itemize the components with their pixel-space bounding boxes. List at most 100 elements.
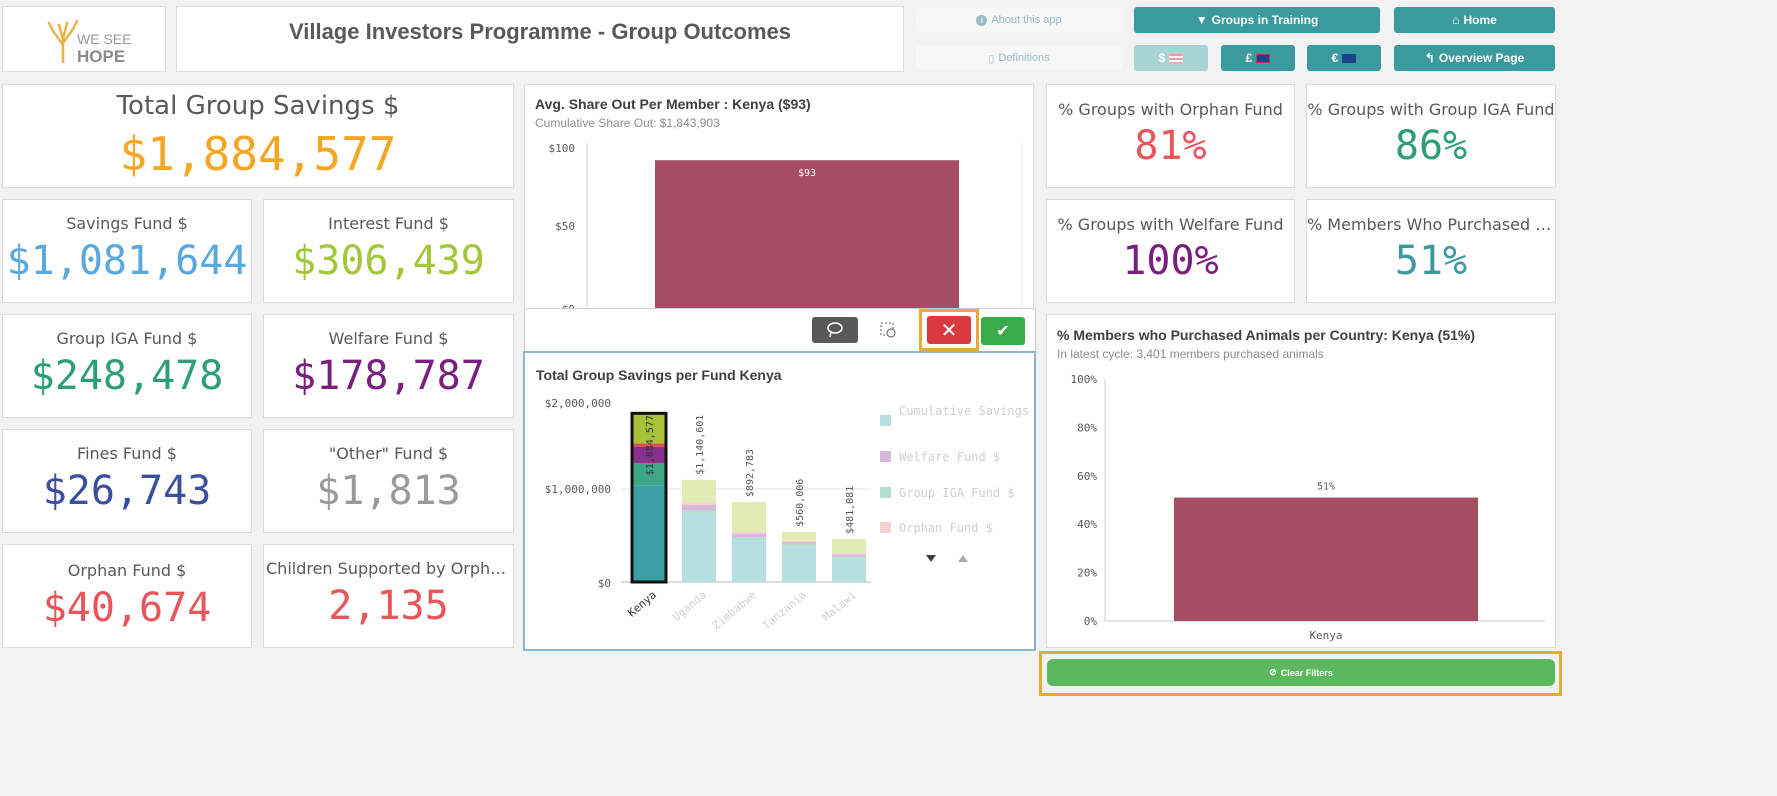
legend-label[interactable]: Cumulative Savings by Groups $ bbox=[899, 404, 1035, 418]
kpi-value: $248,478 bbox=[30, 353, 224, 399]
clear-filters-button[interactable]: ⊘ Clear Filters bbox=[1047, 659, 1555, 686]
share-out-chart-card[interactable]: Avg. Share Out Per Member : Kenya ($93) … bbox=[524, 84, 1034, 315]
kpi-welfare-fund: Welfare Fund $ $178,787 bbox=[263, 314, 514, 418]
filter-icon: ▼ bbox=[1195, 13, 1208, 27]
legend-label[interactable]: Welfare Fund $ bbox=[899, 450, 1000, 464]
groups-in-training-button[interactable]: ▼ Groups in Training bbox=[1134, 7, 1380, 33]
stack-segment[interactable] bbox=[632, 443, 666, 447]
select-values-button[interactable] bbox=[876, 317, 900, 343]
stack-segment[interactable] bbox=[782, 541, 816, 544]
kpi-pct-welfare: % Groups with Welfare Fund 100% bbox=[1046, 199, 1295, 303]
kpi-label: Savings Fund $ bbox=[66, 214, 188, 233]
x-tick-label: Kenya bbox=[1309, 629, 1342, 642]
y-tick-label: $2,000,000 bbox=[545, 397, 611, 410]
stack-segment[interactable] bbox=[732, 531, 766, 534]
bar-label: 51% bbox=[1317, 482, 1335, 493]
currency-gbp-button[interactable]: £ bbox=[1221, 45, 1295, 71]
stack-segment[interactable] bbox=[632, 462, 666, 486]
chart-subtitle: Cumulative Share Out: $1,843,903 bbox=[535, 116, 720, 130]
stack-segment[interactable] bbox=[632, 485, 666, 582]
stack-segment[interactable] bbox=[782, 540, 816, 542]
definitions-button[interactable]: ▯ Definitions bbox=[916, 46, 1122, 70]
kpi-savings-fund: Savings Fund $ $1,081,644 bbox=[2, 199, 252, 303]
stack-segment[interactable] bbox=[632, 446, 666, 463]
stack-segment[interactable] bbox=[682, 513, 716, 582]
currency-eur-button[interactable]: € bbox=[1307, 45, 1381, 71]
animals-chart-card[interactable]: % Members who Purchased Animals per Coun… bbox=[1046, 314, 1556, 648]
y-tick-label: $100 bbox=[549, 142, 576, 155]
kpi-pct-animals: % Members Who Purchased Ani... 51% bbox=[1306, 199, 1556, 303]
x-tick-label[interactable]: Kenya bbox=[625, 588, 659, 619]
legend-scroll-down-icon[interactable] bbox=[926, 555, 936, 562]
stack-segment[interactable] bbox=[632, 413, 666, 444]
stack-segment[interactable] bbox=[782, 546, 816, 582]
chart-title: Total Group Savings per Fund Kenya bbox=[536, 367, 782, 383]
share-out-chart: $100 $50 $0 $93 bbox=[549, 142, 1023, 315]
stack-segment[interactable] bbox=[832, 556, 866, 559]
legend-swatch bbox=[880, 487, 891, 498]
y-tick-label: 60% bbox=[1077, 470, 1097, 483]
bar-kenya[interactable] bbox=[655, 160, 959, 315]
lasso-button[interactable] bbox=[812, 317, 858, 343]
legend-scroll-up-icon[interactable] bbox=[958, 555, 968, 562]
bar-total-label: $892,783 bbox=[745, 449, 756, 497]
legend-label[interactable]: Group IGA Fund $ bbox=[899, 486, 1015, 500]
bar-kenya[interactable] bbox=[1174, 497, 1478, 621]
us-flag-icon bbox=[1169, 53, 1184, 63]
close-icon: ✕ bbox=[940, 319, 958, 342]
kpi-label: Children Supported by Orphan F... bbox=[266, 559, 513, 578]
x-tick-label[interactable]: Malawi bbox=[820, 588, 859, 624]
uk-flag-icon bbox=[1256, 53, 1271, 63]
savings-per-fund-chart-card[interactable]: Total Group Savings per Fund Kenya $2,00… bbox=[523, 351, 1036, 651]
stack-segment[interactable] bbox=[682, 479, 716, 503]
home-button[interactable]: ⌂ Home bbox=[1394, 7, 1555, 33]
stack-segment[interactable] bbox=[682, 502, 716, 506]
kpi-value: $1,813 bbox=[316, 468, 461, 514]
groups-training-label: Groups in Training bbox=[1211, 13, 1319, 27]
chart-title: % Members who Purchased Animals per Coun… bbox=[1057, 327, 1476, 343]
legend-label[interactable]: Orphan Fund $ bbox=[899, 521, 993, 535]
kpi-pct-orphan: % Groups with Orphan Fund 81% bbox=[1046, 84, 1295, 188]
stack-segment[interactable] bbox=[732, 537, 766, 540]
kpi-value: 86% bbox=[1394, 123, 1468, 169]
y-tick-label: 20% bbox=[1077, 567, 1097, 580]
y-tick-label: 0% bbox=[1084, 615, 1098, 628]
logo-text-2: HOPE bbox=[77, 47, 126, 66]
overview-page-button[interactable]: ↰ Overview Page bbox=[1394, 45, 1555, 71]
back-arrow-icon: ↰ bbox=[1424, 51, 1435, 65]
currency-usd-button[interactable]: $ bbox=[1134, 45, 1208, 71]
lasso-icon bbox=[827, 322, 843, 338]
kpi-value: $1,081,644 bbox=[6, 238, 248, 284]
x-tick-label[interactable]: Tanzania bbox=[760, 588, 809, 632]
stack-segment[interactable] bbox=[832, 538, 866, 554]
savings-stacked-chart: $2,000,000 $1,000,000 $0 $1,884,577 Kenya… bbox=[545, 397, 1035, 632]
confirm-selection-button[interactable]: ✔ bbox=[981, 317, 1025, 345]
logo-card: WE SEE HOPE bbox=[2, 6, 166, 72]
stack-segment[interactable] bbox=[832, 554, 866, 557]
legend-swatch bbox=[880, 522, 891, 533]
kpi-value: 51% bbox=[1394, 238, 1468, 284]
cancel-selection-button[interactable]: ✕ bbox=[919, 309, 979, 351]
stack-segment[interactable] bbox=[732, 539, 766, 582]
definitions-label: Definitions bbox=[998, 52, 1050, 64]
kpi-label: "Other" Fund $ bbox=[328, 444, 449, 463]
chart-subtitle: In latest cycle: 3,401 members purchased… bbox=[1057, 347, 1324, 361]
about-button[interactable]: i About this app bbox=[916, 8, 1122, 32]
stack-segment[interactable] bbox=[832, 558, 866, 582]
book-icon: ▯ bbox=[988, 52, 995, 65]
stack-segment[interactable] bbox=[832, 553, 866, 555]
clear-filters-highlight bbox=[1039, 651, 1562, 696]
stack-segment[interactable] bbox=[732, 533, 766, 538]
legend-swatch bbox=[880, 415, 891, 426]
stack-segment[interactable] bbox=[732, 502, 766, 532]
kpi-orphan-fund: Orphan Fund $ $40,674 bbox=[2, 544, 252, 648]
stack-segment[interactable] bbox=[782, 531, 816, 541]
stack-segment[interactable] bbox=[682, 505, 716, 511]
bar-total-label: $1,884,577 bbox=[645, 415, 656, 475]
animals-chart: 100% 80% 60% 40% 20% 0% 51% Kenya bbox=[1071, 373, 1545, 642]
x-tick-label[interactable]: Zimbabwe bbox=[710, 588, 759, 632]
stack-segment[interactable] bbox=[782, 543, 816, 547]
x-tick-label[interactable]: Uganda bbox=[670, 588, 709, 624]
kpi-label: Fines Fund $ bbox=[77, 444, 177, 463]
stack-segment[interactable] bbox=[682, 510, 716, 514]
